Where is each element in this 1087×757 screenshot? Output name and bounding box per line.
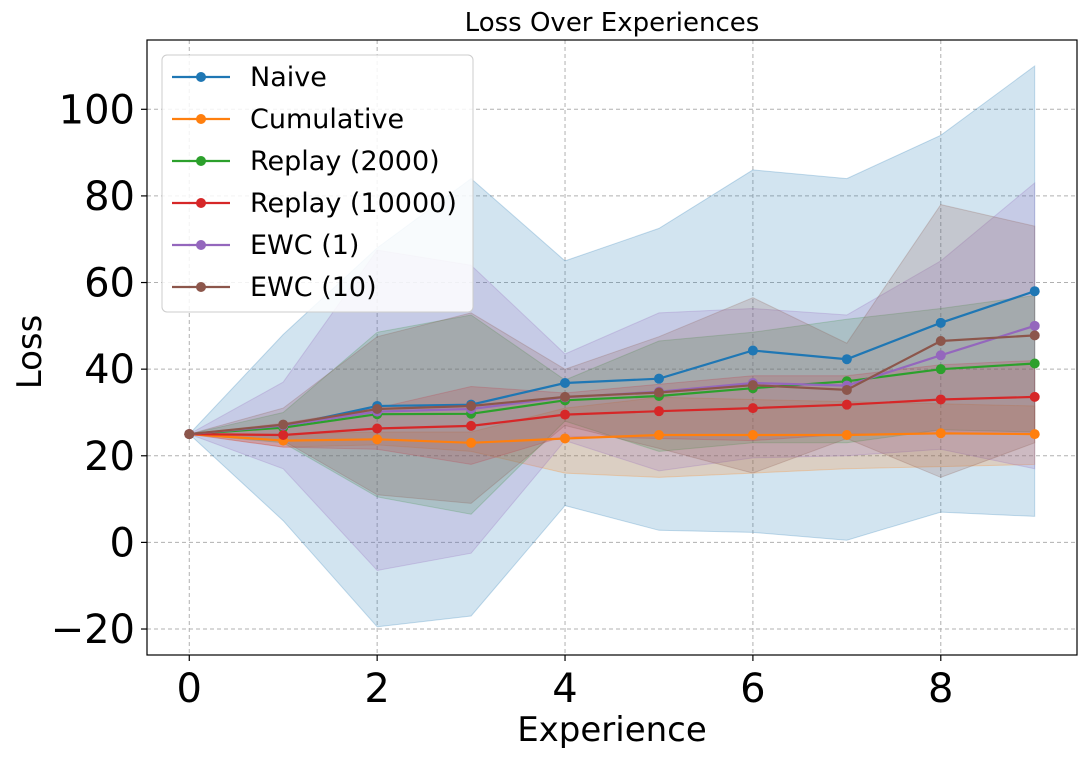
x-axis-label: Experience [517,710,707,750]
data-point [278,429,289,440]
data-point [1029,320,1040,331]
legend-marker-0 [196,72,206,82]
legend-marker-1 [196,114,206,124]
data-point [560,378,571,389]
data-point [1029,429,1040,440]
data-point [935,336,946,347]
y-tick-label: −20 [51,607,135,653]
data-point [653,429,664,440]
data-point [935,428,946,439]
data-point [653,373,664,384]
y-tick-label: 100 [59,87,135,133]
data-point [560,409,571,420]
y-tick-label: 80 [84,174,135,220]
x-tick-label: 8 [928,666,953,712]
axis-ticks: 0 2 4 6 8 −20 0 20 40 60 80 100 [51,87,954,712]
data-point [1029,286,1040,297]
legend-marker-2 [196,156,206,166]
data-point [935,350,946,361]
chart-title: Loss Over Experiences [465,8,760,38]
x-tick-label: 0 [177,666,202,712]
data-point [278,419,289,430]
data-point [841,399,852,410]
series-line-2 [189,362,1035,436]
data-point [841,354,852,365]
data-point [184,429,195,440]
legend-label-5: EWC (10) [250,272,377,303]
x-tick-label: 4 [552,666,577,712]
data-point [466,400,477,411]
data-point [372,404,383,414]
data-point [841,384,852,395]
data-point [653,406,664,417]
data-point [747,403,758,414]
data-point [372,423,383,434]
data-point [1029,358,1040,369]
data-point [935,364,946,375]
data-point [560,433,571,444]
data-point [935,317,946,328]
y-tick-label: 0 [110,520,135,566]
series-line-5 [189,334,1035,436]
data-point [466,437,477,448]
legend-marker-3 [196,198,206,208]
legend-marker-5 [196,282,206,292]
y-tick-label: 60 [84,261,135,307]
y-axis-label: Loss [10,315,50,390]
data-point [841,429,852,440]
data-point [935,394,946,405]
data-point [1029,330,1040,341]
legend: Naive Cumulative Replay (2000) Replay (1000… [161,54,474,313]
legend-label-0: Naive [250,62,327,93]
x-tick-label: 6 [740,666,765,712]
data-point [560,391,571,402]
data-point [747,380,758,391]
data-point [747,345,758,356]
data-point [372,434,383,445]
x-tick-label: 2 [364,666,389,712]
legend-label-2: Replay (2000) [250,146,440,177]
legend-label-1: Cumulative [250,104,404,135]
series-line-1 [189,432,1035,444]
y-tick-label: 20 [84,434,135,480]
data-point [653,387,664,398]
data-point [747,429,758,440]
data-point [1029,391,1040,402]
legend-box [161,54,474,313]
plot-frame [146,39,1078,656]
data-point [466,420,477,431]
legend-label-4: EWC (1) [250,230,359,261]
series-line-3 [189,395,1035,437]
legend-marker-4 [196,240,206,250]
y-tick-label: 40 [84,347,135,393]
legend-label-3: Replay (10000) [250,188,457,219]
series-lines [184,286,1040,448]
